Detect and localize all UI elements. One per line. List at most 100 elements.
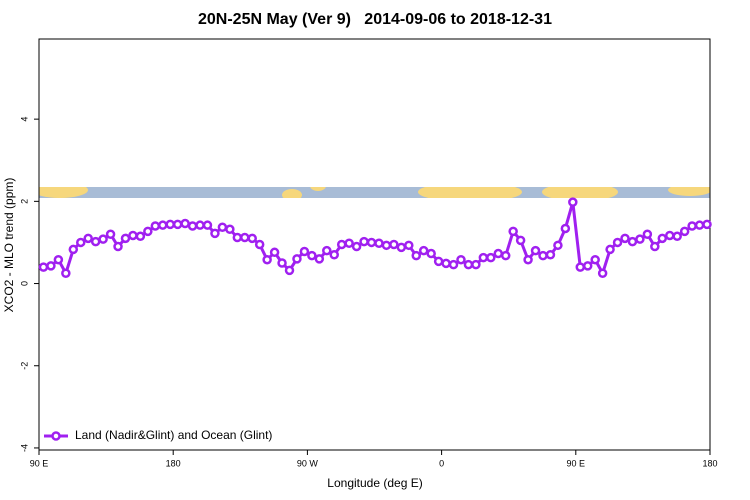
point — [702, 219, 712, 230]
point — [657, 233, 668, 244]
x-tick-label: 90 W — [297, 458, 319, 468]
point — [202, 220, 213, 230]
point — [582, 261, 593, 271]
point — [500, 250, 511, 261]
y-tick-label: 4 — [19, 117, 29, 122]
y-axis-label: XCO2 - MLO trend (ppm) — [2, 178, 16, 313]
point — [366, 237, 377, 248]
point — [650, 241, 660, 252]
point — [210, 228, 220, 239]
point — [471, 259, 481, 270]
point — [262, 254, 272, 265]
point — [284, 265, 295, 276]
point — [679, 226, 690, 237]
point — [426, 248, 436, 259]
point — [433, 256, 444, 267]
x-tick-label: 90 E — [30, 458, 49, 468]
point — [664, 230, 675, 241]
legend-marker — [51, 431, 61, 441]
x-tick-label: 0 — [439, 458, 444, 468]
point — [605, 244, 615, 255]
y-tick-label: -2 — [19, 362, 29, 370]
point — [530, 245, 541, 256]
point — [359, 236, 369, 247]
point — [143, 226, 153, 237]
chart-title: 20N-25N May (Ver 9) 2014-09-06 to 2018-1… — [198, 11, 552, 28]
point — [314, 254, 325, 264]
point — [538, 250, 548, 261]
point — [46, 261, 56, 271]
point — [158, 220, 168, 230]
point — [486, 252, 496, 263]
point — [568, 197, 578, 207]
point — [575, 262, 586, 272]
point — [113, 241, 123, 252]
point — [38, 262, 49, 272]
x-tick-label: 180 — [702, 458, 717, 468]
map-strip — [39, 187, 710, 198]
point — [560, 223, 571, 234]
point — [635, 234, 645, 244]
x-axis-label: Longitude (deg E) — [327, 476, 422, 490]
point — [523, 254, 533, 265]
point — [404, 240, 414, 251]
point — [694, 220, 705, 230]
point — [597, 268, 608, 279]
point — [232, 232, 243, 243]
point — [120, 233, 131, 244]
point — [135, 231, 146, 242]
point — [299, 246, 310, 257]
point — [277, 258, 287, 268]
point — [448, 259, 459, 270]
x-tick-label: 90 E — [567, 458, 586, 468]
point — [493, 248, 504, 259]
point — [90, 236, 101, 247]
point — [642, 229, 653, 239]
point — [195, 220, 205, 230]
point — [150, 221, 161, 231]
point — [553, 240, 563, 251]
point — [545, 250, 556, 260]
point — [456, 254, 466, 265]
point — [180, 218, 190, 229]
point — [83, 233, 93, 244]
point — [217, 222, 228, 232]
point — [292, 254, 302, 264]
point — [68, 244, 79, 255]
point — [105, 229, 116, 239]
legend-label: Land (Nadir&Glint) and Ocean (Glint) — [75, 428, 272, 442]
point — [463, 259, 474, 270]
y-tick-label: -4 — [19, 444, 29, 452]
point — [672, 231, 682, 242]
point — [381, 240, 392, 251]
point — [336, 239, 347, 250]
point — [627, 236, 638, 247]
point — [389, 239, 399, 250]
point — [269, 247, 280, 258]
point — [225, 224, 235, 235]
point — [612, 237, 623, 248]
point — [254, 239, 265, 250]
plot-frame — [38, 38, 711, 451]
point — [590, 254, 600, 265]
point — [478, 252, 489, 263]
point — [374, 238, 384, 249]
point — [307, 250, 317, 261]
point — [515, 235, 526, 246]
point — [418, 245, 429, 256]
point — [441, 258, 451, 269]
point — [98, 234, 108, 244]
x-tick-label: 180 — [166, 458, 181, 468]
point — [187, 221, 198, 231]
point — [76, 237, 86, 248]
point — [322, 245, 332, 256]
point — [247, 233, 257, 244]
point — [329, 250, 339, 260]
point — [351, 241, 362, 252]
point — [61, 268, 71, 279]
point — [165, 219, 175, 230]
point — [687, 221, 697, 231]
y-tick-label: 2 — [19, 199, 29, 204]
point — [620, 233, 630, 244]
